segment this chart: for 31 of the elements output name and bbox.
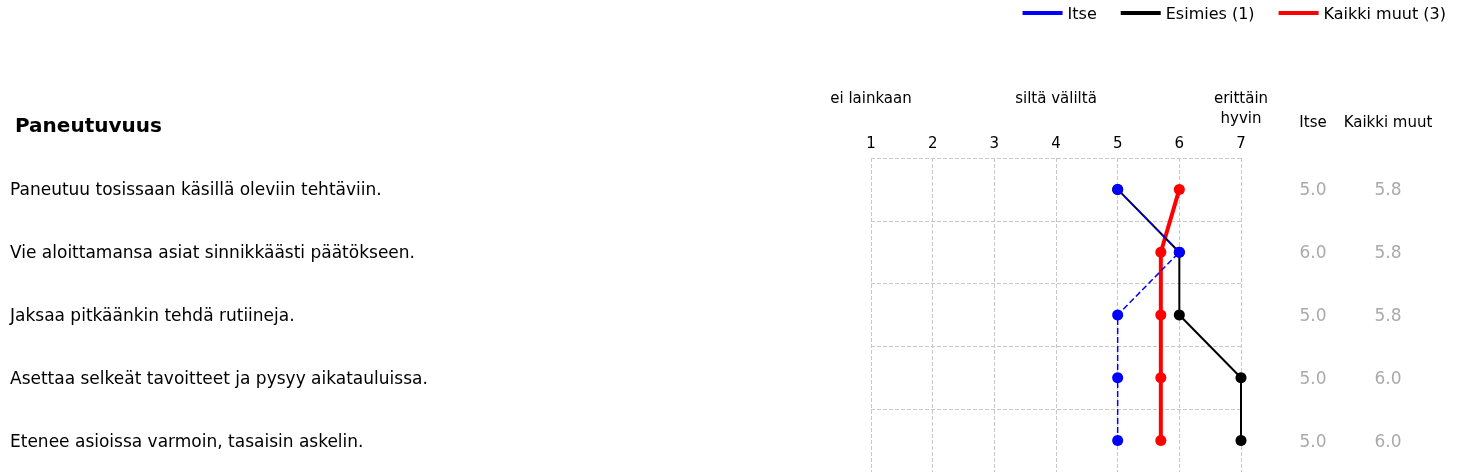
text: 6.0 [1374, 367, 1402, 388]
x2-tick-label: 6 [1174, 133, 1185, 152]
text: 5.8 [1374, 242, 1402, 263]
x2-tick-label: 2 [927, 133, 938, 152]
y-tick-label: Vie aloittamansa asiat sinnikkäästi päätökseen. [10, 242, 415, 263]
y-tick-label: Paneutuu tosissaan käsillä oleviin tehtäviin. [10, 179, 382, 200]
x2-tick-label: 7 [1236, 133, 1246, 152]
legend-label: Itse [1067, 3, 1097, 23]
data-label: 5.0 [1299, 179, 1327, 200]
text: ei lainkaan [830, 89, 912, 107]
text: Itse [1299, 113, 1327, 131]
data-label: 5.0 [1299, 367, 1327, 388]
legend-label: Esimies (1) [1165, 3, 1255, 23]
legend-label: Kaikki muut (3) [1323, 3, 1447, 23]
data-label: 6.0 [1299, 242, 1327, 263]
x2-tick-label: 1 [866, 133, 876, 152]
text: siltä väliltä [1015, 89, 1097, 107]
y-tick-label: Asettaa selkeät tavoitteet ja pysyy aikatauluissa. [10, 367, 428, 388]
y-tick-label: Jaksaa pitkäänkin tehdä rutiineja. [9, 305, 295, 325]
text: 5.8 [1374, 179, 1402, 200]
text: 5.8 [1374, 305, 1402, 325]
text: Kaikki muut [1343, 113, 1433, 131]
x2-tick-label: 5 [1112, 133, 1123, 152]
text: 6.0 [1374, 430, 1402, 451]
x2-tick-label: 3 [989, 133, 1000, 152]
text: erittäin hyvin [1213, 89, 1269, 127]
data-label: 5.0 [1299, 430, 1327, 451]
x2-tick-label: 4 [1051, 133, 1061, 152]
text: Paneutuvuus [15, 113, 162, 137]
data-label: 5.0 [1299, 305, 1327, 325]
y-tick-label: Etenee asioissa varmoin, tasaisin askelin. [10, 430, 364, 451]
